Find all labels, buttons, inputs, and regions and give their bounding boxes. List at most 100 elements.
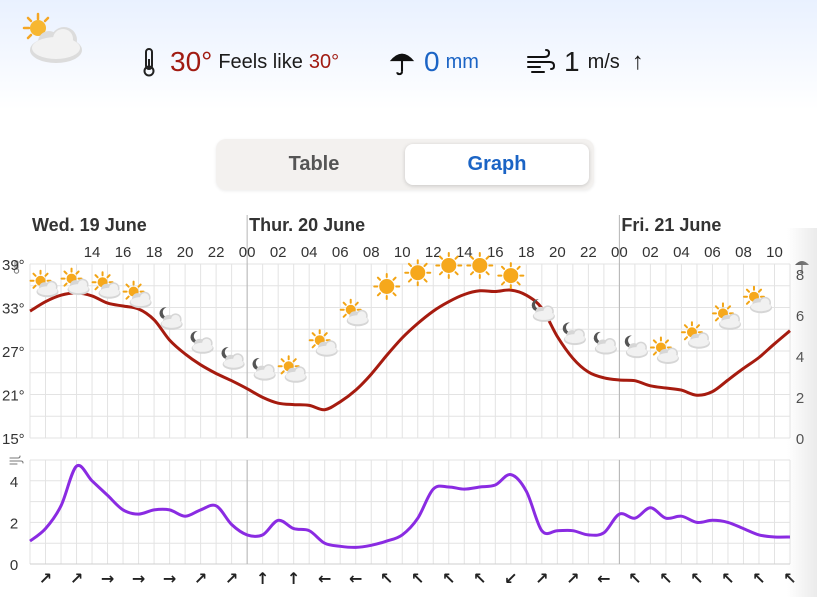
tab-graph[interactable]: Graph [405, 144, 589, 185]
hour-tick-label: 06 [332, 244, 349, 261]
temperature-line [29, 288, 791, 412]
wind-direction-arrow-icon: ← [597, 569, 610, 588]
wind-direction-arrow-icon: → [163, 569, 176, 588]
wind-axis-label: 2 [10, 515, 18, 532]
wind-direction-arrow-icon: ↑ [631, 48, 644, 75]
moon-behind-cloud-icon [562, 322, 586, 346]
wind-unit: m/s [587, 51, 620, 73]
wind-direction-arrow-icon: → [101, 569, 114, 588]
sun-behind-cloud-icon [649, 336, 679, 364]
precipitation-axis-label: 2 [796, 390, 804, 407]
hour-tick-label: 06 [704, 244, 721, 261]
current-precipitation: 0 mm [388, 44, 479, 80]
moon-behind-cloud-icon [593, 331, 617, 355]
wind-direction-arrow-icon: ↗ [535, 569, 548, 588]
thermometer-icon [13, 260, 20, 274]
current-conditions-bar [0, 0, 817, 140]
hour-tick-label: 20 [549, 244, 566, 261]
wind-axis-label: 0 [10, 557, 18, 574]
wind-direction-arrow-icon: ↗ [39, 569, 52, 588]
umbrella-icon [795, 261, 809, 273]
precipitation-value: 0 [424, 46, 440, 77]
hour-tick-label: 02 [642, 244, 659, 261]
hour-tick-label: 16 [487, 244, 504, 261]
temperature-value: 30° [170, 46, 213, 77]
wind-direction-arrow-icon: ↖ [659, 569, 672, 588]
hour-tick-label: 22 [580, 244, 597, 261]
precipitation-unit: mm [445, 51, 479, 73]
wind-direction-arrow-icon: ↙ [504, 569, 517, 588]
wind-direction-arrow-icon: ↖ [473, 569, 486, 588]
view-toggle: Table Graph [216, 139, 594, 190]
wind-direction-arrow-icon: ↖ [411, 569, 424, 588]
hour-tick-label: 18 [146, 244, 163, 261]
wind-direction-arrow-icon: ↖ [442, 569, 455, 588]
sun-behind-cloud-icon [680, 321, 710, 349]
day-label: Fri. 21 June [621, 215, 721, 235]
current-wind: 1 m/s ↑ [526, 44, 644, 80]
hour-tick-label: 20 [177, 244, 194, 261]
hour-tick-label: 02 [270, 244, 287, 261]
temperature-axis-label: 27° [2, 344, 25, 361]
hour-tick-label: 18 [518, 244, 535, 261]
hour-tick-label: 00 [611, 244, 628, 261]
sun-behind-cloud-icon [339, 298, 369, 327]
tab-table[interactable]: Table [288, 153, 340, 175]
precipitation-axis-label: 8 [796, 267, 804, 284]
sun-behind-cloud-icon [60, 267, 90, 296]
wind-direction-arrow-icon: ↗ [194, 569, 207, 588]
wind-direction-arrow-icon: ↗ [70, 569, 83, 588]
wind-direction-arrow-icon: ← [349, 569, 362, 588]
temperature-axis-label: 15° [2, 431, 25, 448]
temperature-axis-label: 33° [2, 301, 25, 318]
sun-icon [497, 262, 525, 290]
moon-behind-cloud-icon [190, 331, 214, 354]
hour-tick-label: 12 [425, 244, 442, 261]
umbrella-icon [389, 53, 415, 76]
hour-tick-label: 00 [239, 244, 256, 261]
wind-direction-arrow-icon: ↑ [256, 569, 269, 588]
sun-icon [466, 251, 494, 279]
sun-behind-cloud-icon [91, 271, 121, 299]
wind-direction-arrow-icon: ↑ [287, 569, 300, 588]
hour-tick-label: 04 [673, 244, 690, 261]
precipitation-axis-label: 4 [796, 349, 804, 366]
feels-like-label: Feels like [218, 51, 303, 73]
sun-behind-cloud-icon [742, 285, 772, 314]
hour-tick-label: 10 [394, 244, 411, 261]
sun-icon [373, 272, 401, 300]
moon-behind-cloud-icon [252, 358, 276, 381]
wind-speed-line [29, 463, 791, 549]
moon-behind-cloud-icon [221, 347, 245, 370]
hour-tick-label: 08 [363, 244, 380, 261]
sun-behind-cloud-icon [122, 280, 152, 309]
precipitation-axis-label: 0 [796, 431, 804, 448]
chart-grid [29, 263, 791, 565]
sun-behind-cloud-icon [22, 12, 82, 63]
wind-direction-arrow-icon: ↖ [783, 569, 796, 588]
moon-behind-cloud-icon [159, 307, 183, 330]
wind-direction-arrow-icon: ← [318, 569, 331, 588]
forecast-graph[interactable]: Wed. 19 June Thur. 20 June Fri. 21 June 14 1… [0, 205, 817, 597]
thermometer-icon [143, 48, 155, 77]
current-temperature: 30° Feels like 30° [136, 44, 339, 80]
wind-axis-label: 4 [10, 474, 18, 491]
wind-direction-arrow-icon: ↗ [225, 569, 238, 588]
hour-tick-label: 08 [735, 244, 752, 261]
wind-direction-arrow-icon: ↖ [690, 569, 703, 588]
wind-direction-arrow-icon: ↖ [721, 569, 734, 588]
hour-tick-label: 14 [456, 244, 473, 261]
feels-like-value: 30° [308, 51, 340, 73]
wind-direction-arrow-icon: ↖ [752, 569, 765, 588]
sun-icon [435, 251, 463, 279]
wind-direction-arrow-icon: → [132, 569, 145, 588]
wind-icon [527, 49, 556, 73]
hour-tick-label: 22 [208, 244, 225, 261]
wind-direction-arrow-icon: ↖ [380, 569, 393, 588]
day-label: Wed. 19 June [32, 215, 147, 235]
sun-behind-cloud-icon [308, 329, 338, 357]
wind-direction-arrow-icon: ↖ [628, 569, 641, 588]
hour-tick-label: 10 [766, 244, 783, 261]
sun-behind-cloud-icon [29, 269, 59, 298]
wind-icon [9, 455, 24, 465]
